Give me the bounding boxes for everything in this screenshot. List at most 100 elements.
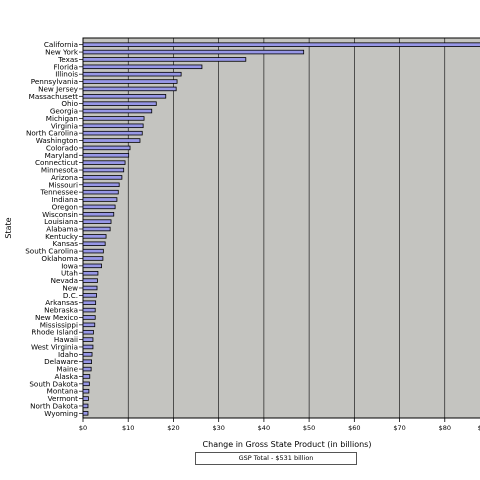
bar-new-jersey: [82, 86, 177, 92]
bar-maryland: [82, 153, 130, 158]
bar-washington: [82, 138, 141, 143]
plot-area: [82, 37, 480, 419]
bar-pennsylvania: [82, 79, 178, 84]
bar-nevada: [82, 278, 98, 283]
y-tick-label: West Virginia: [31, 342, 78, 351]
bar-arizona: [82, 175, 123, 180]
y-tick-label: Iowa: [61, 261, 78, 270]
y-tick-label: Massachusett: [29, 92, 79, 101]
y-tick-label: Mississippi: [40, 320, 78, 329]
y-tick-label: South Dakota: [29, 379, 78, 388]
bar-delaware: [82, 359, 92, 364]
x-tick-label: $10: [122, 424, 134, 432]
bar-vermont: [82, 396, 89, 401]
y-tick-label: Indiana: [51, 195, 78, 204]
bar-california: [82, 42, 480, 47]
bar-alaska: [82, 374, 91, 379]
y-axis-title: State: [4, 217, 13, 238]
y-tick-label: New Mexico: [35, 313, 78, 322]
y-tick-label: North Dakota: [30, 401, 78, 410]
y-tick-label: Maine: [56, 365, 78, 374]
y-tick-label: Wisconsin: [42, 210, 78, 219]
bar-kansas: [82, 241, 106, 246]
bar-maine: [82, 366, 92, 372]
bar-nebraska: [82, 307, 96, 313]
bar-connecticut: [82, 160, 126, 165]
y-tick-label: Florida: [54, 62, 78, 71]
bar-louisiana: [82, 219, 112, 224]
x-axis-title: Change in Gross State Product (in billio…: [203, 440, 372, 449]
x-tick-labels: $0 $10 $20 $30 $40 $50 $60 $70 $80 $90: [79, 424, 480, 432]
bar-massachusett: [82, 94, 167, 99]
y-tick-label: Kentucky: [45, 232, 79, 241]
y-tick-label: Vermont: [48, 394, 79, 403]
y-tick-label: Alaska: [54, 372, 78, 381]
y-tick-label: New: [62, 283, 78, 292]
bar-utah: [82, 270, 99, 276]
y-tick-label: Maryland: [45, 151, 78, 160]
bar-minnesota: [82, 167, 125, 173]
bar-montana: [82, 388, 90, 394]
y-tick-label: D.C.: [63, 291, 78, 300]
y-tick-label: Missouri: [48, 180, 78, 189]
bar-south-dakota: [82, 381, 90, 387]
bar-florida: [82, 64, 203, 70]
bar-wisconsin: [82, 212, 115, 217]
y-tick-label: Texas: [57, 55, 78, 64]
y-tick-label: Wyoming: [44, 409, 78, 418]
bar-new: [82, 285, 98, 291]
bar-new-york: [82, 49, 305, 55]
bar-georgia: [82, 108, 153, 114]
bar-ohio: [82, 101, 157, 106]
bar-new-mexico: [82, 315, 96, 320]
bar-alabama: [82, 226, 111, 232]
x-tick-label: $70: [393, 424, 405, 432]
bar-west-virginia: [82, 344, 94, 350]
bar-south-carolina: [82, 248, 104, 254]
x-tick-label: $80: [439, 424, 451, 432]
bar-rhode-island: [82, 329, 94, 335]
x-tick-label: $60: [348, 424, 360, 432]
y-tick-label: North Carolina: [26, 129, 78, 138]
y-tick-label: Kansas: [53, 239, 79, 248]
grid-lines: [82, 38, 446, 422]
y-tick-label: California: [44, 40, 78, 49]
y-tick-label: Georgia: [50, 107, 78, 116]
y-tick-label: Minnesota: [41, 166, 78, 175]
y-tick-label: Alabama: [46, 225, 78, 234]
x-tick-label: $30: [212, 424, 224, 432]
y-tick-label: Nevada: [51, 276, 78, 285]
y-tick-label: Illinois: [55, 70, 78, 79]
y-tick-label: Colorado: [46, 143, 78, 152]
y-tick-label: Oklahoma: [41, 254, 78, 263]
y-tick-label: Ohio: [61, 99, 78, 108]
x-tick-label: $90: [478, 424, 480, 432]
bar-texas: [82, 57, 247, 62]
bar-missouri: [82, 182, 120, 188]
y-tick-label: Washington: [36, 136, 78, 145]
bar-wyoming: [82, 411, 89, 416]
bar-illinois: [82, 71, 182, 77]
bar-north-dakota: [82, 403, 89, 409]
y-tick-label: Virginia: [51, 121, 78, 130]
y-tick-label: Nebraska: [44, 306, 78, 315]
y-tick-label: Oregon: [52, 202, 78, 211]
x-tick-label: $20: [167, 424, 179, 432]
bar-hawaii: [82, 337, 94, 342]
y-tick-label: Tennessee: [40, 188, 79, 197]
y-tick-label: Arizona: [51, 173, 78, 182]
y-tick-label: Arkansas: [45, 298, 78, 307]
y-tick-label: Idaho: [58, 350, 78, 359]
bar-colorado: [82, 145, 131, 151]
bar-tennessee: [82, 189, 119, 195]
y-tick-label: South Carolina: [25, 247, 78, 256]
bar-kentucky: [82, 234, 107, 239]
y-tick-label: Louisiana: [44, 217, 78, 226]
y-tick-label: Delaware: [44, 357, 78, 366]
y-tick-label: Pennsylvania: [31, 77, 78, 86]
y-tick-label: New Jersey: [38, 84, 79, 93]
bar-north-carolina: [82, 130, 143, 136]
y-tick-label: Rhode Island: [31, 328, 78, 337]
